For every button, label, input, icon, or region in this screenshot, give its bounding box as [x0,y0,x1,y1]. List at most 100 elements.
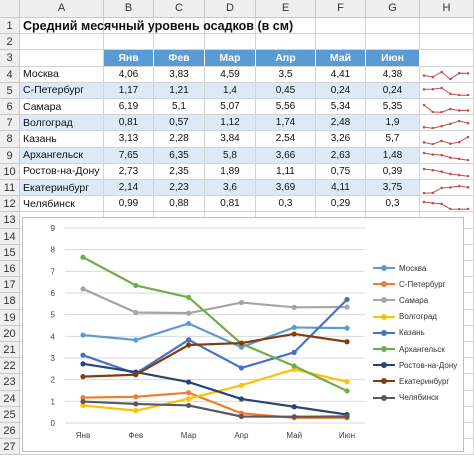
row-header[interactable]: 13 [0,212,20,229]
row-header[interactable]: 26 [0,423,20,440]
value-cell[interactable]: 0,45 [256,82,316,99]
value-cell[interactable]: 1,17 [104,82,154,99]
value-cell[interactable]: 2,35 [154,163,205,180]
row-header[interactable]: 11 [0,180,20,197]
row-header[interactable]: 3 [0,50,20,67]
sparkline-cell[interactable] [420,115,474,132]
grid-cell[interactable] [420,34,474,51]
month-header[interactable]: Апр [256,50,316,67]
value-cell[interactable]: 3,84 [205,131,256,148]
sparkline-cell[interactable] [420,180,474,197]
column-header[interactable]: A [20,0,104,18]
row-header[interactable]: 1 [0,18,20,35]
month-header[interactable]: Мар [205,50,256,67]
grid-cell[interactable] [366,18,420,35]
city-name-cell[interactable]: Ростов-на-Дону [20,163,104,180]
row-header[interactable]: 19 [0,309,20,326]
row-header[interactable]: 18 [0,293,20,310]
row-header[interactable]: 25 [0,406,20,423]
column-header[interactable]: D [205,0,256,18]
legend-item[interactable]: Челябинск [373,390,463,406]
value-cell[interactable]: 0,57 [154,115,205,132]
value-cell[interactable]: 0,81 [104,115,154,132]
value-cell[interactable]: 3,69 [256,180,316,197]
row-header[interactable]: 22 [0,358,20,375]
value-cell[interactable]: 2,23 [154,180,205,197]
value-cell[interactable]: 0,3 [366,196,420,213]
value-cell[interactable]: 1,48 [366,147,420,164]
grid-cell[interactable] [20,50,104,67]
value-cell[interactable]: 0,24 [316,82,366,99]
value-cell[interactable]: 4,59 [205,66,256,83]
sparkline-cell[interactable] [420,147,474,164]
month-header[interactable]: Июн [366,50,420,67]
row-header[interactable]: 12 [0,196,20,213]
value-cell[interactable]: 1,4 [205,82,256,99]
value-cell[interactable]: 1,74 [256,115,316,132]
column-header[interactable]: G [366,0,420,18]
month-header[interactable]: Янв [104,50,154,67]
select-all-corner[interactable] [0,0,20,18]
value-cell[interactable]: 3,26 [316,131,366,148]
grid-cell[interactable] [420,50,474,67]
value-cell[interactable]: 4,11 [316,180,366,197]
legend-item[interactable]: С-Петербург [373,276,463,292]
value-cell[interactable]: 6,19 [104,99,154,116]
value-cell[interactable]: 2,63 [316,147,366,164]
city-name-cell[interactable]: Челябинск [20,196,104,213]
value-cell[interactable]: 5,34 [316,99,366,116]
grid-cell[interactable] [205,34,256,51]
legend-item[interactable]: Самара [373,292,463,308]
row-header[interactable]: 9 [0,147,20,164]
city-name-cell[interactable]: Архангельск [20,147,104,164]
grid-cell[interactable] [104,34,154,51]
grid-cell[interactable] [205,18,256,35]
grid-cell[interactable] [256,18,316,35]
value-cell[interactable]: 0,39 [366,163,420,180]
month-header[interactable]: Фев [154,50,205,67]
value-cell[interactable]: 1,21 [154,82,205,99]
grid-cell[interactable] [256,34,316,51]
value-cell[interactable]: 3,83 [154,66,205,83]
value-cell[interactable]: 0,29 [316,196,366,213]
city-name-cell[interactable]: Самара [20,99,104,116]
value-cell[interactable]: 5,35 [366,99,420,116]
sparkline-cell[interactable] [420,82,474,99]
row-header[interactable]: 10 [0,163,20,180]
row-header[interactable]: 7 [0,115,20,132]
grid-cell[interactable] [154,18,205,35]
column-header[interactable]: F [316,0,366,18]
row-header[interactable]: 16 [0,261,20,278]
line-chart[interactable]: 0 1 2 3 4 5 6 7 8 9 Янв Фев Мар Апр Май Июн Москва С-Пет… [22,217,464,452]
row-header[interactable]: 2 [0,34,20,51]
column-header[interactable]: B [104,0,154,18]
value-cell[interactable]: 1,9 [366,115,420,132]
value-cell[interactable]: 4,38 [366,66,420,83]
column-header[interactable]: E [256,0,316,18]
value-cell[interactable]: 3,75 [366,180,420,197]
grid-cell[interactable] [420,18,474,35]
value-cell[interactable]: 1,89 [205,163,256,180]
value-cell[interactable]: 2,28 [154,131,205,148]
grid-cell[interactable] [154,34,205,51]
row-header[interactable]: 24 [0,390,20,407]
grid-cell[interactable] [366,34,420,51]
value-cell[interactable]: 2,14 [104,180,154,197]
value-cell[interactable]: 2,54 [256,131,316,148]
value-cell[interactable]: 4,06 [104,66,154,83]
legend-item[interactable]: Москва [373,260,463,276]
grid-cell[interactable] [104,18,154,35]
value-cell[interactable]: 5,1 [154,99,205,116]
legend-item[interactable]: Ростов-на-Дону [373,357,463,373]
value-cell[interactable]: 2,73 [104,163,154,180]
city-name-cell[interactable]: Москва [20,66,104,83]
city-name-cell[interactable]: С-Петербург [20,82,104,99]
value-cell[interactable]: 5,56 [256,99,316,116]
value-cell[interactable]: 0,99 [104,196,154,213]
value-cell[interactable]: 2,48 [316,115,366,132]
value-cell[interactable]: 4,41 [316,66,366,83]
city-name-cell[interactable]: Казань [20,131,104,148]
column-header[interactable]: H [420,0,474,18]
value-cell[interactable]: 5,07 [205,99,256,116]
value-cell[interactable]: 0,24 [366,82,420,99]
